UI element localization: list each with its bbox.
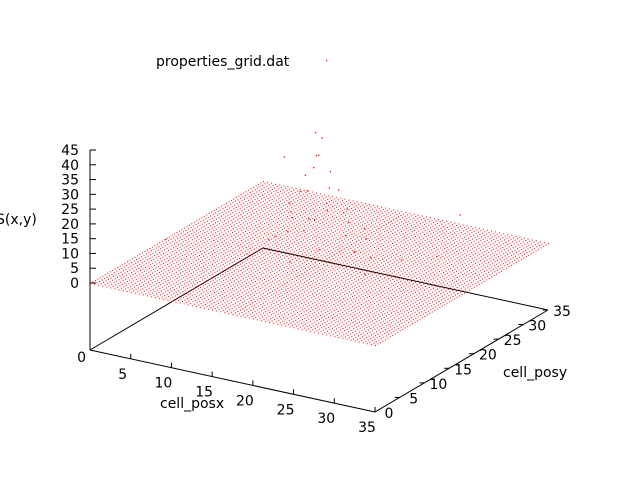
y-axis-label: cell_posy [503, 365, 567, 381]
outlier-point [304, 174, 306, 176]
z-tick-label: 0 [70, 276, 79, 292]
outlier-point [345, 235, 347, 237]
y-tick-label: 25 [504, 333, 522, 349]
outlier-point [315, 154, 318, 157]
x-axis-line [89, 349, 376, 413]
outlier-point [338, 189, 340, 191]
y-tick-labels: 05 10 15 20 25 30 35 [385, 304, 571, 422]
outlier-point [287, 230, 289, 233]
outlier-point [363, 228, 366, 230]
outlier-point [313, 167, 315, 169]
outlier-point [290, 211, 292, 213]
x-tick-label: 5 [118, 367, 127, 383]
z-tick-label: 35 [61, 173, 79, 189]
y-tick-label: 0 [385, 406, 394, 422]
outlier-point [299, 190, 301, 193]
outlier-point [303, 230, 305, 232]
outlier-point [268, 238, 270, 241]
outlier-point [354, 251, 356, 253]
outlier-point [165, 238, 167, 241]
z-tick-label: 40 [61, 158, 79, 174]
outlier-point [274, 235, 276, 237]
outlier-point [306, 190, 308, 192]
z-tick-label: 15 [61, 232, 79, 248]
outlier-point [326, 202, 328, 204]
outlier-point [329, 170, 332, 173]
y-tick-label: 35 [553, 304, 571, 320]
x-axis-label: cell_posx [160, 396, 224, 412]
back-y-line [262, 247, 549, 311]
outlier-point [326, 210, 328, 212]
z-tick-label: 30 [61, 187, 79, 203]
outlier-point [353, 251, 355, 253]
x-tick-label: 15 [195, 385, 213, 401]
outlier-point [348, 221, 350, 223]
outlier-point [401, 259, 403, 261]
outlier-point [289, 261, 291, 263]
x-tick-labels: 5 10 15 20 25 30 35 [118, 353, 376, 436]
outlier-point [283, 156, 285, 158]
legend-label: properties_grid.dat [156, 54, 290, 70]
z-tick-label: 10 [61, 246, 79, 262]
outlier-point [289, 202, 291, 204]
outlier-points [165, 132, 461, 276]
x-tick-label: 20 [236, 393, 254, 409]
outlier-point [436, 255, 438, 258]
legend: properties_grid.dat [156, 54, 328, 70]
y-axis-line [374, 309, 549, 413]
center-grid-lines [176, 212, 463, 315]
y-tick-label: 30 [528, 319, 546, 335]
outlier-point [246, 253, 248, 255]
outlier-point [459, 214, 461, 216]
z-tick-label: 45 [61, 143, 79, 159]
outlier-point [308, 218, 310, 220]
z-floor-label: 0 [77, 350, 86, 366]
x-tick-label: 30 [317, 411, 335, 427]
outlier-point [321, 137, 323, 139]
plot-axes [89, 150, 549, 413]
outlier-point [343, 212, 345, 214]
y-tick-label: 20 [479, 348, 497, 364]
outlier-point [346, 208, 348, 210]
x-tick-label: 35 [358, 420, 376, 436]
outlier-point [291, 217, 293, 219]
z-tick-label: 25 [61, 202, 79, 218]
y-tick-label: 15 [454, 362, 472, 378]
outlier-point [328, 187, 330, 189]
y-tick-label: 10 [430, 377, 448, 393]
z-tick-label: 5 [70, 261, 79, 277]
z-axis-label: S(x,y) [0, 212, 37, 228]
x-tick-label: 25 [277, 402, 295, 418]
outlier-point [365, 238, 367, 240]
y-tick-label: 5 [409, 391, 418, 407]
x-tick-label: 10 [155, 376, 173, 392]
back-x-line [89, 247, 264, 351]
outlier-point [314, 132, 317, 134]
data-points [90, 181, 549, 346]
outlier-point [318, 248, 320, 251]
legend-marker [326, 60, 328, 62]
outlier-point [364, 274, 366, 276]
outlier-point [318, 154, 320, 156]
z-tick-label: 20 [61, 217, 79, 233]
outlier-point [314, 219, 316, 221]
outlier-point [370, 257, 372, 259]
